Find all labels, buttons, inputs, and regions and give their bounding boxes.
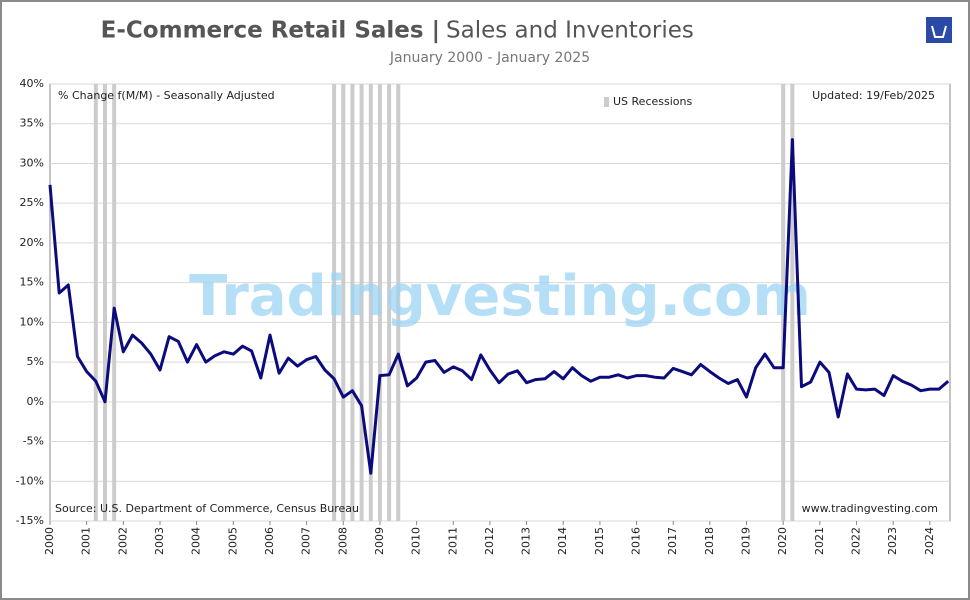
recession-bar — [396, 84, 401, 521]
recession-bar — [102, 84, 107, 521]
x-tick-label: 2022 — [850, 527, 863, 555]
y-tick-label: 25% — [20, 196, 44, 209]
x-tick-label: 2006 — [263, 527, 276, 555]
recession-bar — [387, 84, 392, 521]
recession-bar — [781, 84, 786, 521]
x-tick-label: 2024 — [923, 527, 936, 555]
y-annotation: % Change f(M/M) - Seasonally Adjusted — [58, 89, 275, 102]
x-tick-label: 2012 — [483, 527, 496, 555]
x-tick-label: 2004 — [190, 527, 203, 555]
y-tick-label: 15% — [20, 276, 44, 289]
x-tick-label: 2002 — [116, 527, 129, 555]
legend-swatch — [604, 97, 609, 107]
recession-bar — [112, 84, 117, 521]
recession-bar — [359, 84, 364, 521]
x-tick-label: 2007 — [300, 527, 313, 555]
source-note: Source: U.S. Department of Commerce, Cen… — [55, 502, 359, 515]
x-tick-label: 2008 — [336, 527, 349, 555]
chart-subtitle: January 2000 - January 2025 — [389, 50, 590, 66]
watermark: Tradingvesting.com — [189, 264, 811, 329]
y-tick-label: 35% — [20, 117, 44, 130]
updated-note: Updated: 19/Feb/2025 — [812, 89, 935, 102]
x-tick-label: 2015 — [593, 527, 606, 555]
recession-bar — [341, 84, 346, 521]
y-tick-label: 20% — [20, 236, 44, 249]
x-tick-label: 2013 — [520, 527, 533, 555]
y-tick-label: 0% — [27, 395, 44, 408]
x-tick-label: 2020 — [776, 527, 789, 555]
x-tick-label: 2009 — [373, 527, 386, 555]
recession-bar — [790, 84, 795, 521]
x-tick-label: 2001 — [80, 527, 93, 555]
y-tick-label: 10% — [20, 315, 44, 328]
recession-bar — [377, 84, 382, 521]
x-tick-label: 2021 — [813, 527, 826, 555]
website-note: www.tradingvesting.com — [802, 502, 938, 515]
chart-title-suffix: Sales and Inventories — [446, 18, 694, 44]
chart-title: E-Commerce Retail Sales | — [101, 18, 440, 44]
data-line — [48, 138, 950, 475]
legend-label: US Recessions — [613, 95, 692, 108]
y-tick-label: 5% — [27, 355, 44, 368]
y-tick-label: 40% — [20, 77, 44, 90]
plot-area-bg — [49, 83, 951, 522]
y-tick-label: -15% — [16, 514, 44, 527]
x-tick-label: 2018 — [703, 527, 716, 555]
x-tick-label: 2000 — [43, 527, 56, 555]
x-tick-label: 2010 — [410, 527, 423, 555]
x-tick-label: 2016 — [630, 527, 643, 555]
y-tick-label: -10% — [16, 474, 44, 487]
recession-bar — [350, 84, 355, 521]
x-tick-label: 2011 — [446, 527, 459, 555]
logo-icon — [931, 25, 947, 38]
y-tick-label: 30% — [20, 156, 44, 169]
x-tick-label: 2019 — [740, 527, 753, 555]
x-tick-label: 2003 — [153, 527, 166, 555]
x-tick-label: 2014 — [556, 527, 569, 555]
x-tick-label: 2005 — [226, 527, 239, 555]
y-tick-label: -5% — [23, 435, 44, 448]
recession-bar — [368, 84, 373, 521]
recession-bar — [93, 84, 98, 521]
x-tick-label: 2017 — [666, 527, 679, 555]
recession-bar — [332, 84, 337, 521]
logo — [926, 17, 952, 43]
x-tick-label: 2023 — [886, 527, 899, 555]
